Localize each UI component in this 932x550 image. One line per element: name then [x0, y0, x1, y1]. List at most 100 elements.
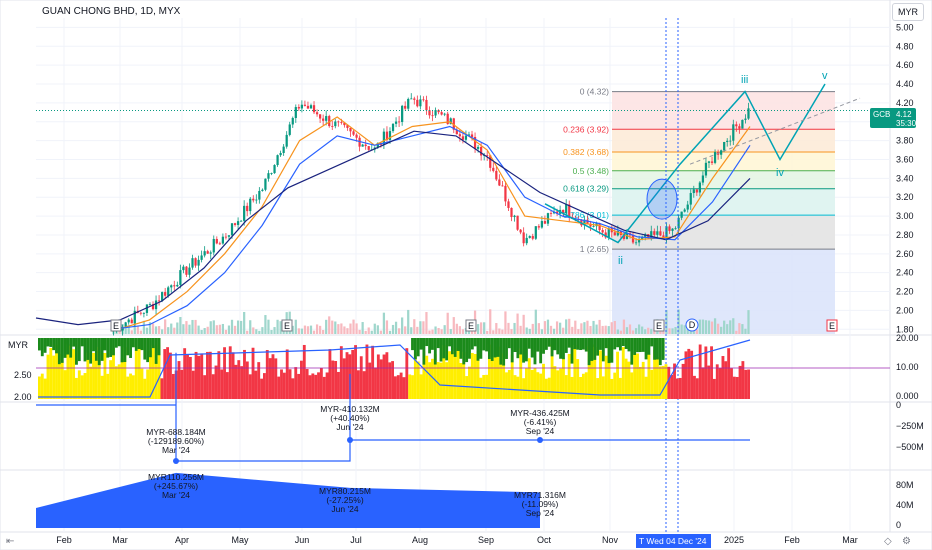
- candle: [185, 266, 188, 275]
- indicator-bar: [396, 375, 400, 399]
- indicator-bar: [678, 377, 682, 399]
- candle: [601, 230, 604, 233]
- volume-bar: [297, 328, 300, 334]
- indicator-bar: [245, 361, 249, 399]
- indicator-bar: [83, 373, 87, 399]
- indicator-bar: [527, 358, 531, 399]
- candle: [622, 235, 626, 239]
- candle: [416, 99, 419, 107]
- volume-bar: [206, 326, 209, 334]
- volume-bar: [744, 328, 747, 334]
- indicator-bar-top: [653, 338, 657, 360]
- fund-right-tick: −500M: [896, 442, 924, 452]
- revenue-right-tick: 40M: [896, 500, 914, 510]
- candle: [282, 146, 285, 153]
- volume-bar: [215, 325, 218, 334]
- indicator-bar-top: [627, 338, 631, 352]
- volume-bar: [531, 323, 534, 334]
- indicator-bar: [300, 360, 303, 399]
- volume-bar: [352, 319, 355, 334]
- volume-bar: [607, 326, 610, 334]
- volume-bar: [164, 319, 167, 334]
- y-tick-label: 2.00: [896, 305, 914, 315]
- indicator-bar-top: [75, 338, 78, 365]
- candle: [598, 223, 601, 231]
- indicator-bar-top: [413, 338, 417, 360]
- candle: [461, 136, 465, 140]
- indicator-bar-top: [69, 338, 73, 358]
- indicator-bar: [248, 374, 252, 399]
- indicator-bar: [55, 344, 58, 399]
- indicator-bar: [97, 346, 101, 399]
- indicator-bar-top: [479, 338, 483, 359]
- settings-gear-icon[interactable]: ⚙: [902, 536, 911, 547]
- candle: [157, 300, 161, 302]
- candle: [434, 110, 437, 116]
- indicator-bar: [274, 358, 278, 399]
- indicator-bar: [154, 362, 158, 399]
- volume-bar: [729, 320, 732, 334]
- indicator-bar: [433, 354, 437, 399]
- candle: [510, 207, 513, 218]
- fib-zone: [612, 151, 835, 171]
- goto-start-icon[interactable]: ⇤: [6, 536, 15, 547]
- indicator-bar: [422, 351, 426, 399]
- volume-bar: [446, 312, 449, 334]
- indicator-bar: [49, 347, 53, 399]
- volume-bar: [555, 321, 559, 334]
- volume-bar: [361, 322, 364, 334]
- indicator-bar: [627, 361, 631, 399]
- indicator-bar: [362, 371, 366, 399]
- candle: [258, 190, 261, 200]
- volume-bar: [197, 325, 200, 334]
- x-tick-label: Jun: [295, 535, 310, 545]
- x-tick-label: Nov: [602, 535, 619, 545]
- x-tick-label: Jul: [350, 535, 362, 545]
- indicator-bar: [291, 378, 295, 399]
- volume-bar: [373, 323, 376, 334]
- indicator-bar-top: [618, 338, 622, 351]
- candle: [309, 105, 313, 109]
- indicator-bar: [89, 366, 93, 399]
- volume-bar: [170, 323, 173, 334]
- indicator-bar-top: [433, 338, 437, 365]
- candle: [707, 161, 711, 163]
- indicator-bar-top: [647, 338, 651, 355]
- indicator-bar-top: [123, 338, 127, 363]
- earnings-marker-label: E: [284, 321, 290, 331]
- volume-bar: [176, 322, 179, 334]
- indicator-bar: [721, 356, 725, 399]
- volume-bar: [552, 328, 556, 334]
- indicator-bar-top: [656, 338, 659, 360]
- candle: [476, 146, 480, 149]
- indicator-bar-top: [60, 338, 64, 363]
- volume-bar: [592, 320, 595, 334]
- indicator-bar-top: [547, 338, 551, 347]
- indicator-bar: [479, 377, 483, 399]
- volume-bar: [343, 326, 346, 334]
- candle: [419, 99, 422, 107]
- indicator-bar-top: [607, 338, 611, 364]
- indicator-bar: [38, 376, 41, 399]
- indicator-bar: [342, 358, 346, 399]
- indicator-bar: [499, 359, 503, 399]
- indicator-bar: [573, 345, 577, 399]
- volume-bar: [604, 325, 607, 334]
- candle: [650, 231, 653, 239]
- candle: [735, 124, 738, 127]
- value-annotation: MYR80.215M(-27.25%)Jun '24: [319, 486, 371, 514]
- indicator-right-tick: 10.00: [896, 362, 919, 372]
- currency-label-top[interactable]: MYR: [892, 3, 924, 21]
- volume-bar: [240, 320, 243, 334]
- indicator-bar: [439, 362, 443, 399]
- candle: [692, 189, 695, 194]
- indicator-bar: [485, 374, 488, 399]
- scroll-right-icon[interactable]: ◇: [884, 536, 892, 547]
- indicator-bar: [496, 346, 500, 399]
- candle: [164, 292, 167, 296]
- candle: [218, 243, 221, 245]
- fib-label: 1 (2.65): [580, 244, 609, 254]
- indicator-bar-top: [100, 338, 104, 361]
- candle: [397, 121, 401, 123]
